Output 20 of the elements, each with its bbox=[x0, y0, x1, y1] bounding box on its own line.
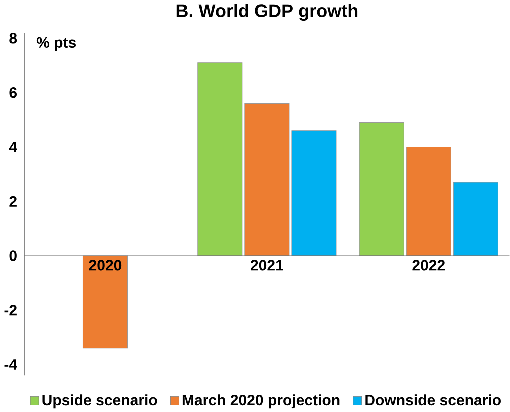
x-tick-label: 2022 bbox=[412, 260, 445, 271]
y-tick-label: 2 bbox=[10, 196, 17, 207]
legend-label: Downside scenario bbox=[366, 394, 501, 406]
chart-title: B. World GDP growth bbox=[176, 4, 358, 21]
bar bbox=[359, 122, 404, 256]
y-tick-label: 6 bbox=[10, 87, 17, 98]
legend-label: March 2020 projection bbox=[182, 394, 340, 408]
x-tick-label: 2020 bbox=[89, 260, 122, 271]
bar bbox=[82, 256, 128, 348]
y-tick-label: -4 bbox=[4, 359, 18, 370]
y-tick-label: 4 bbox=[9, 142, 18, 152]
y-tick-label: 0 bbox=[10, 250, 17, 262]
y-axis-title: % pts bbox=[36, 37, 76, 51]
bar bbox=[198, 62, 243, 256]
legend-label: Upside scenario bbox=[42, 394, 158, 408]
y-tick-label: 8 bbox=[10, 32, 18, 44]
y-tick-label: -2 bbox=[4, 304, 17, 316]
bar bbox=[406, 146, 452, 256]
bar bbox=[453, 182, 498, 256]
x-tick-label: 2021 bbox=[251, 260, 284, 271]
